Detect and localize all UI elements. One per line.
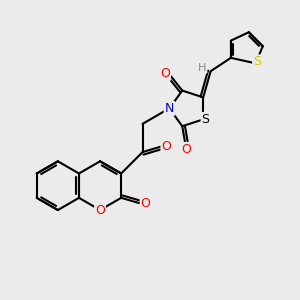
Text: O: O <box>160 67 170 80</box>
Text: O: O <box>95 203 105 217</box>
Text: O: O <box>161 140 171 153</box>
Text: S: S <box>253 56 261 68</box>
Text: S: S <box>202 113 210 126</box>
Text: N: N <box>165 102 174 115</box>
Text: H: H <box>198 63 206 73</box>
Text: O: O <box>181 143 191 156</box>
Text: O: O <box>141 197 151 210</box>
